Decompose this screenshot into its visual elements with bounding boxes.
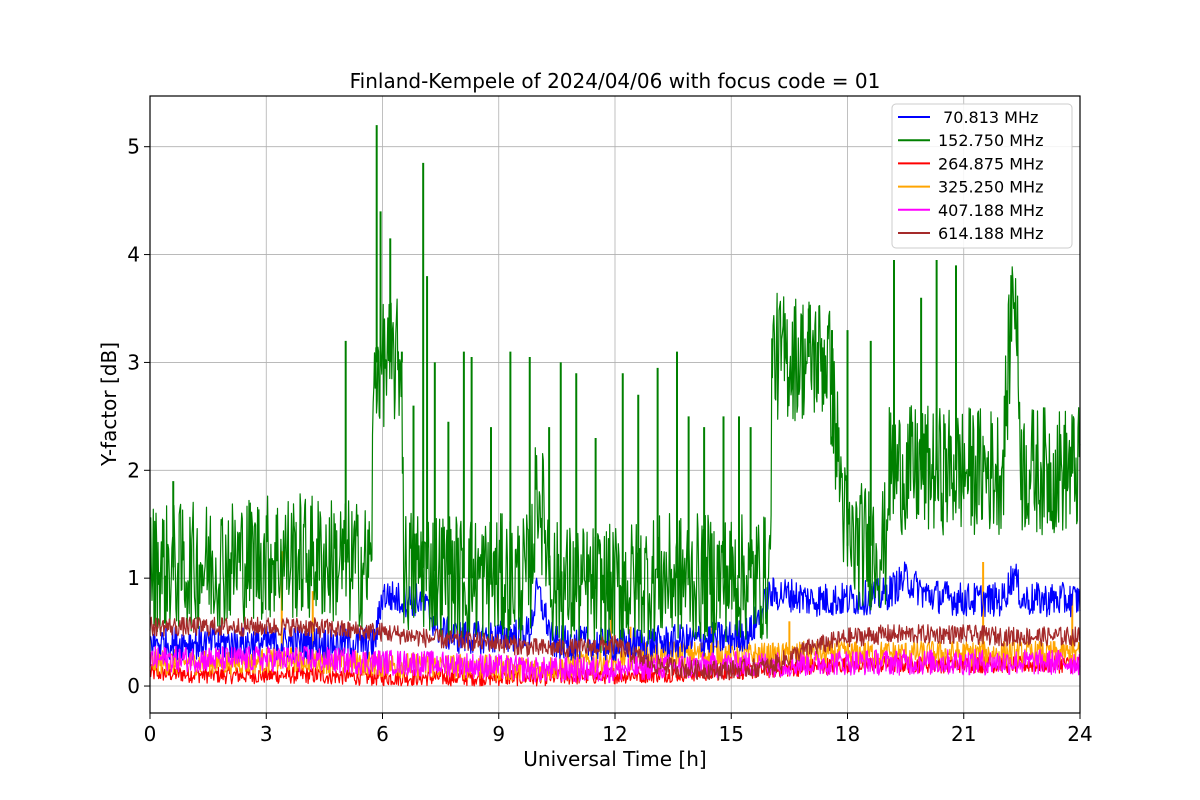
x-tick-label: 12 xyxy=(602,722,627,746)
x-tick-label: 6 xyxy=(376,722,389,746)
series-line xyxy=(149,616,1081,681)
series-line xyxy=(149,645,1081,684)
series-line xyxy=(149,266,1081,654)
y-tick-label: 5 xyxy=(127,135,140,159)
y-axis-label: Y-factor [dB] xyxy=(97,342,121,467)
y-tick-label: 3 xyxy=(127,350,140,374)
legend-label: 407.188 MHz xyxy=(938,201,1043,220)
x-tick-label: 0 xyxy=(144,722,157,746)
series-line xyxy=(149,561,1081,662)
x-tick-label: 15 xyxy=(719,722,744,746)
legend-label: 70.813 MHz xyxy=(938,108,1038,127)
x-tick-label: 18 xyxy=(835,722,860,746)
series-layer xyxy=(149,125,1081,687)
x-tick-label: 24 xyxy=(1067,722,1092,746)
y-tick-label: 0 xyxy=(127,674,140,698)
legend-label: 614.188 MHz xyxy=(938,224,1043,243)
chart-title: Finland-Kempele of 2024/04/06 with focus… xyxy=(350,69,881,93)
x-tick-label: 3 xyxy=(260,722,273,746)
x-tick-label: 9 xyxy=(492,722,505,746)
y-tick-label: 2 xyxy=(127,458,140,482)
y-tick-label: 4 xyxy=(127,243,140,267)
legend-box xyxy=(891,103,1073,249)
legend-label: 325.250 MHz xyxy=(938,178,1043,197)
x-axis-label: Universal Time [h] xyxy=(523,747,706,771)
legend: 70.813 MHz 152.750 MHz 264.875 MHz 325.250 … xyxy=(891,103,1073,249)
y-tick-label: 1 xyxy=(127,566,140,590)
legend-label: 264.875 MHz xyxy=(938,154,1043,173)
x-tick-label: 21 xyxy=(951,722,976,746)
legend-label: 152.750 MHz xyxy=(938,131,1043,150)
